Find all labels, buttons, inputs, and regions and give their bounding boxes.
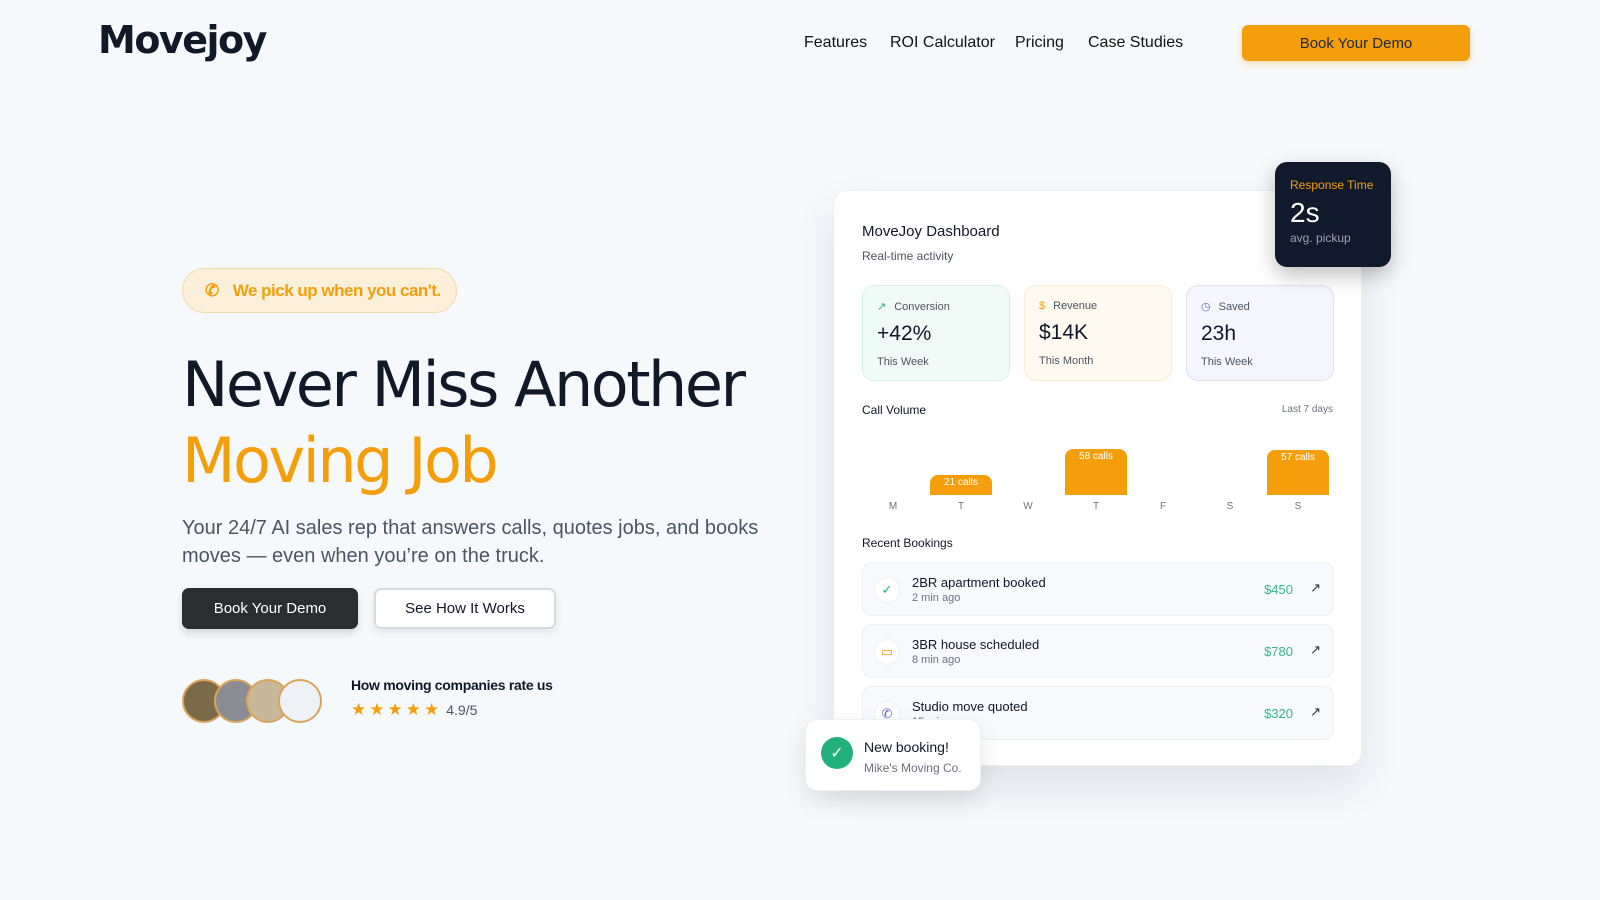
response-time-sub: avg. pickup xyxy=(1290,231,1351,245)
book-demo-button[interactable]: Book Your Demo xyxy=(182,588,358,629)
call-volume-title: Call Volume xyxy=(862,403,927,417)
booking-amount: $780 xyxy=(1264,644,1293,659)
response-time-label: Response Time xyxy=(1290,178,1374,192)
booking-time: 8 min ago xyxy=(912,654,961,666)
star-icon: ★ xyxy=(387,700,403,719)
dashboard-card: MoveJoy Dashboard Real-time activity ↗ Co… xyxy=(833,190,1362,766)
bar: 58 calls xyxy=(1065,449,1127,495)
arrow-up-right-icon[interactable]: ↗ xyxy=(1310,642,1321,657)
booking-title: 2BR apartment booked xyxy=(912,575,1046,590)
calendar-icon: ▭ xyxy=(874,639,900,665)
arrow-up-right-icon[interactable]: ↗ xyxy=(1310,704,1321,719)
booking-row[interactable]: ▭ 3BR house scheduled 8 min ago $780 ↗ xyxy=(862,624,1334,678)
recent-bookings-title: Recent Bookings xyxy=(862,536,953,550)
stat-conversion: ↗ Conversion +42% This Week xyxy=(862,285,1010,381)
see-how-it-works-button[interactable]: See How It Works xyxy=(374,588,556,629)
stat-label: Conversion xyxy=(894,300,950,313)
stat-label: Saved xyxy=(1218,300,1250,313)
x-tick-label: S xyxy=(1226,501,1234,512)
x-tick-label: W xyxy=(1023,501,1033,512)
toast-sub: Mike's Moving Co. xyxy=(864,761,962,775)
star-icon: ★ xyxy=(351,700,367,719)
star-icon: ★ xyxy=(405,700,421,719)
logo[interactable]: Movejoy xyxy=(98,18,267,62)
hero-subtitle: Your 24/7 AI sales rep that answers call… xyxy=(182,517,759,567)
rating-label: How moving companies rate us xyxy=(351,677,553,693)
stat-label: Revenue xyxy=(1053,300,1098,312)
new-booking-toast: ✓ New booking! Mike's Moving Co. xyxy=(805,719,981,791)
customer-avatars xyxy=(182,679,322,723)
hero-title: Never Miss Another xyxy=(182,348,746,421)
bar: 21 calls xyxy=(930,475,992,495)
avatar xyxy=(278,679,322,723)
booking-time: 2 min ago xyxy=(912,592,961,604)
stat-value: $14K xyxy=(1039,321,1089,344)
nav-roi-calculator[interactable]: ROI Calculator xyxy=(890,34,995,51)
stat-saved: ◷ Saved 23h This Week xyxy=(1186,285,1334,381)
stat-period: This Week xyxy=(1201,356,1253,368)
stat-value: +42% xyxy=(877,322,932,345)
hero-title-accent: Moving Job xyxy=(182,424,499,497)
x-tick-label: F xyxy=(1159,501,1167,512)
nav-pricing[interactable]: Pricing xyxy=(1015,34,1064,51)
clock-icon: ◷ xyxy=(1201,301,1211,313)
stat-revenue: $ Revenue $14K This Month xyxy=(1024,285,1172,381)
tagline-text: We pick up when you can't. xyxy=(232,280,441,300)
dollar-icon: $ xyxy=(1039,300,1046,312)
dashboard-subtitle: Real-time activity xyxy=(862,249,954,263)
star-icon: ★ xyxy=(369,700,385,719)
toast-title: New booking! xyxy=(864,739,949,755)
rating-stars: ★ ★ ★ ★ ★ 4.9/5 xyxy=(351,700,477,720)
x-tick-label: M xyxy=(888,501,898,512)
booking-amount: $450 xyxy=(1264,582,1293,597)
x-tick-label: T xyxy=(1092,501,1100,512)
phone-icon: ✆ xyxy=(205,280,219,300)
booking-title: 3BR house scheduled xyxy=(912,637,1040,652)
stat-period: This Month xyxy=(1039,355,1094,367)
booking-amount: $320 xyxy=(1264,706,1293,721)
stat-period: This Week xyxy=(877,356,929,368)
arrow-up-right-icon[interactable]: ↗ xyxy=(1310,580,1321,595)
trending-up-icon: ↗ xyxy=(877,301,887,313)
bar: 57 calls xyxy=(1267,449,1329,495)
call-volume-range: Last 7 days xyxy=(1281,404,1333,415)
check-circle-icon: ✓ xyxy=(821,737,853,769)
booking-row[interactable]: ✓ 2BR apartment booked 2 min ago $450 ↗ xyxy=(862,562,1334,616)
star-icon: ★ xyxy=(424,700,440,719)
nav-features[interactable]: Features xyxy=(804,34,868,51)
rating-score: 4.9/5 xyxy=(446,702,478,718)
booking-title: Studio move quoted xyxy=(912,699,1028,714)
dashboard-title: MoveJoy Dashboard xyxy=(862,223,1000,240)
response-time-card: Response Time 2s avg. pickup xyxy=(1275,162,1391,267)
x-tick-label: T xyxy=(957,501,965,512)
stat-value: 23h xyxy=(1201,322,1237,345)
nav-case-studies[interactable]: Case Studies xyxy=(1088,34,1184,51)
book-demo-nav-button[interactable]: Book Your Demo xyxy=(1242,25,1470,61)
x-tick-label: S xyxy=(1294,501,1302,512)
response-time-value: 2s xyxy=(1290,197,1320,228)
tagline-pill: ✆ We pick up when you can't. xyxy=(182,268,457,313)
check-circle-icon: ✓ xyxy=(874,577,900,603)
